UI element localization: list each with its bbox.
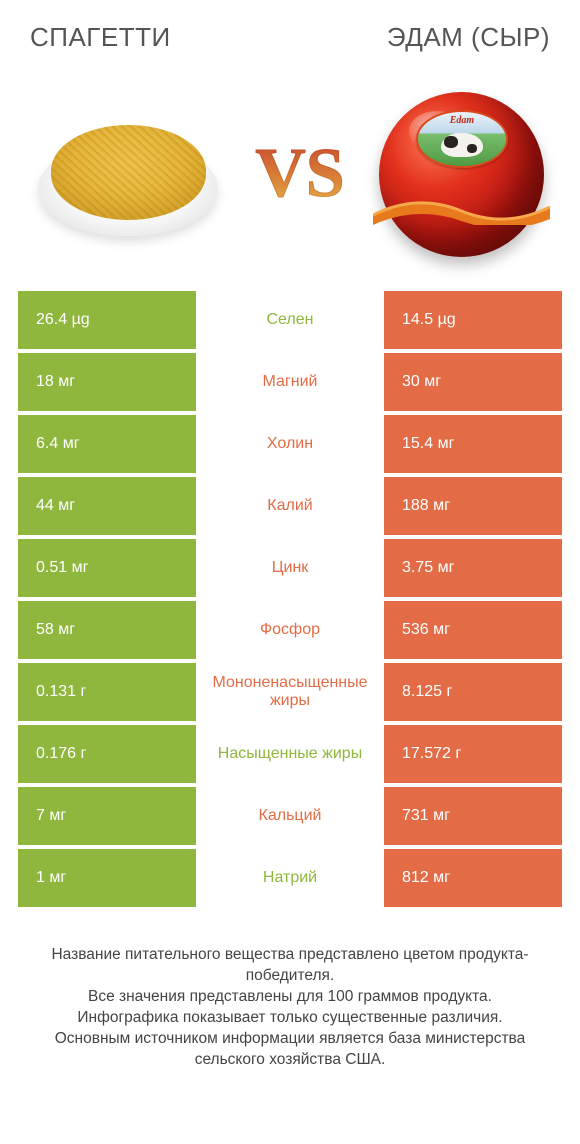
right-product-title: ЭДАМ (СЫР) bbox=[387, 22, 550, 53]
left-value-cell: 58 мг bbox=[18, 601, 196, 659]
left-value-cell: 44 мг bbox=[18, 477, 196, 535]
left-value-cell: 0.51 мг bbox=[18, 539, 196, 597]
footnote-line: Название питательного вещества представл… bbox=[28, 945, 552, 987]
cheese-sticker-text: Edam bbox=[418, 115, 506, 126]
nutrient-name-cell: Цинк bbox=[196, 539, 384, 597]
footnotes: Название питательного вещества представл… bbox=[0, 911, 580, 1071]
nutrient-name-cell: Магний bbox=[196, 353, 384, 411]
left-value-cell: 7 мг bbox=[18, 787, 196, 845]
cheese-ball: Edam bbox=[379, 92, 544, 257]
nutrient-name-cell: Натрий bbox=[196, 849, 384, 907]
nutrient-name-cell: Фосфор bbox=[196, 601, 384, 659]
table-row: 58 мгФосфор536 мг bbox=[18, 601, 562, 659]
right-value-cell: 15.4 мг bbox=[384, 415, 562, 473]
spaghetti-image bbox=[28, 84, 228, 264]
right-value-cell: 812 мг bbox=[384, 849, 562, 907]
cheese-sticker: Edam bbox=[416, 110, 508, 168]
left-value-cell: 1 мг bbox=[18, 849, 196, 907]
header: СПАГЕТТИ ЭДАМ (СЫР) bbox=[0, 0, 580, 61]
comparison-table: 26.4 µgСелен14.5 µg18 мгМагний30 мг6.4 м… bbox=[0, 291, 580, 907]
left-value-cell: 6.4 мг bbox=[18, 415, 196, 473]
table-row: 26.4 µgСелен14.5 µg bbox=[18, 291, 562, 349]
left-value-cell: 18 мг bbox=[18, 353, 196, 411]
table-row: 18 мгМагний30 мг bbox=[18, 353, 562, 411]
table-row: 44 мгКалий188 мг bbox=[18, 477, 562, 535]
left-value-cell: 0.131 г bbox=[18, 663, 196, 721]
right-value-cell: 536 мг bbox=[384, 601, 562, 659]
cow-icon bbox=[441, 133, 483, 157]
nutrient-name-cell: Холин bbox=[196, 415, 384, 473]
table-row: 6.4 мгХолин15.4 мг bbox=[18, 415, 562, 473]
nutrient-name-cell: Мононенасыщенные жиры bbox=[196, 663, 384, 721]
footnote-line: Все значения представлены для 100 граммо… bbox=[28, 987, 552, 1008]
right-value-cell: 731 мг bbox=[384, 787, 562, 845]
nutrient-name-cell: Селен bbox=[196, 291, 384, 349]
table-row: 0.51 мгЦинк3.75 мг bbox=[18, 539, 562, 597]
nutrient-name-cell: Кальций bbox=[196, 787, 384, 845]
table-row: 0.131 гМононенасыщенные жиры8.125 г bbox=[18, 663, 562, 721]
left-product-title: СПАГЕТТИ bbox=[30, 22, 171, 53]
table-row: 7 мгКальций731 мг bbox=[18, 787, 562, 845]
footnote-line: Основным источником информации является … bbox=[28, 1029, 552, 1071]
table-row: 1 мгНатрий812 мг bbox=[18, 849, 562, 907]
vs-label: VS bbox=[255, 139, 344, 209]
nutrient-name-cell: Калий bbox=[196, 477, 384, 535]
pasta-shape bbox=[51, 125, 206, 220]
cheese-ribbon bbox=[373, 197, 550, 225]
nutrient-name-cell: Насыщенные жиры bbox=[196, 725, 384, 783]
right-value-cell: 188 мг bbox=[384, 477, 562, 535]
right-value-cell: 3.75 мг bbox=[384, 539, 562, 597]
right-value-cell: 8.125 г bbox=[384, 663, 562, 721]
left-value-cell: 0.176 г bbox=[18, 725, 196, 783]
footnote-line: Инфографика показывает только существенн… bbox=[28, 1008, 552, 1029]
table-row: 0.176 гНасыщенные жиры17.572 г bbox=[18, 725, 562, 783]
hero-row: VS Edam bbox=[0, 61, 580, 291]
right-value-cell: 30 мг bbox=[384, 353, 562, 411]
left-value-cell: 26.4 µg bbox=[18, 291, 196, 349]
edam-cheese-image: Edam bbox=[372, 84, 552, 264]
right-value-cell: 14.5 µg bbox=[384, 291, 562, 349]
right-value-cell: 17.572 г bbox=[384, 725, 562, 783]
